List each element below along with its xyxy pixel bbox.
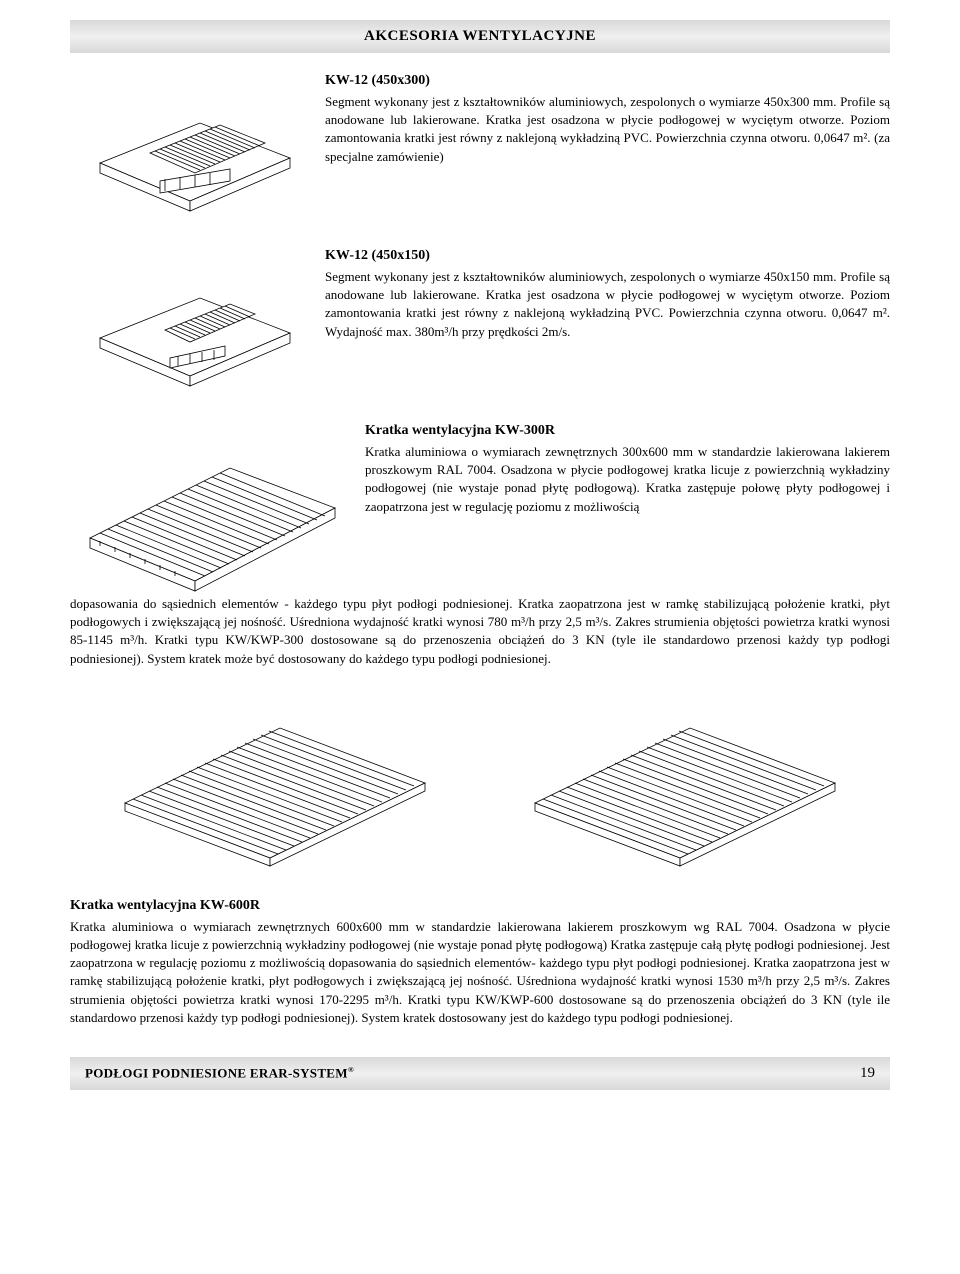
- page-number: 19: [860, 1065, 875, 1082]
- illustration-kw12-450x150: [70, 248, 310, 398]
- illustration-kw12-450x300: [70, 73, 310, 223]
- footer-brand-text: PODŁOGI PODNIESIONE ERAR-SYSTEM: [85, 1066, 348, 1081]
- heading-kw12-450x300: KW-12 (450x300): [325, 73, 890, 89]
- body-kw12-450x150: Segment wykonany jest z kształtowników a…: [325, 268, 890, 341]
- heading-kw300r: Kratka wentylacyjna KW-300R: [365, 423, 890, 439]
- heading-kw600r: Kratka wentylacyjna KW-600R: [70, 898, 890, 914]
- page-title: AKCESORIA WENTYLACYJNE: [70, 28, 890, 45]
- section-kw600r: Kratka wentylacyjna KW-600R Kratka alumi…: [70, 898, 890, 1027]
- text-kw300r-top: Kratka wentylacyjna KW-300R Kratka alumi…: [365, 423, 890, 593]
- header-bar: AKCESORIA WENTYLACYJNE: [70, 20, 890, 53]
- body-kw600r: Kratka aluminiowa o wymiarach zewnętrzny…: [70, 918, 890, 1027]
- section-kw300r: Kratka wentylacyjna KW-300R Kratka alumi…: [70, 423, 890, 668]
- illustration-kw600r-right: [515, 688, 855, 868]
- footer-brand: PODŁOGI PODNIESIONE ERAR-SYSTEM®: [85, 1065, 354, 1081]
- illustration-kw300r: [70, 423, 350, 593]
- registered-icon: ®: [348, 1065, 354, 1074]
- text-kw300r-flow: dopasowania do sąsiednich elementów - ka…: [70, 595, 890, 668]
- footer-bar: PODŁOGI PODNIESIONE ERAR-SYSTEM® 19: [70, 1057, 890, 1090]
- heading-kw12-450x150: KW-12 (450x150): [325, 248, 890, 264]
- body-kw300r-top: Kratka aluminiowa o wymiarach zewnętrzny…: [365, 443, 890, 516]
- illustration-kw600r-left: [105, 688, 445, 868]
- body-kw300r-flow: dopasowania do sąsiednich elementów - ka…: [70, 595, 890, 668]
- section-kw12-450x300: KW-12 (450x300) Segment wykonany jest z …: [70, 73, 890, 223]
- text-kw12-450x300: KW-12 (450x300) Segment wykonany jest z …: [325, 73, 890, 223]
- text-kw12-450x150: KW-12 (450x150) Segment wykonany jest z …: [325, 248, 890, 398]
- body-kw12-450x300: Segment wykonany jest z kształtowników a…: [325, 93, 890, 166]
- illustration-pair-kw600r: [70, 688, 890, 868]
- section-kw12-450x150: KW-12 (450x150) Segment wykonany jest z …: [70, 248, 890, 398]
